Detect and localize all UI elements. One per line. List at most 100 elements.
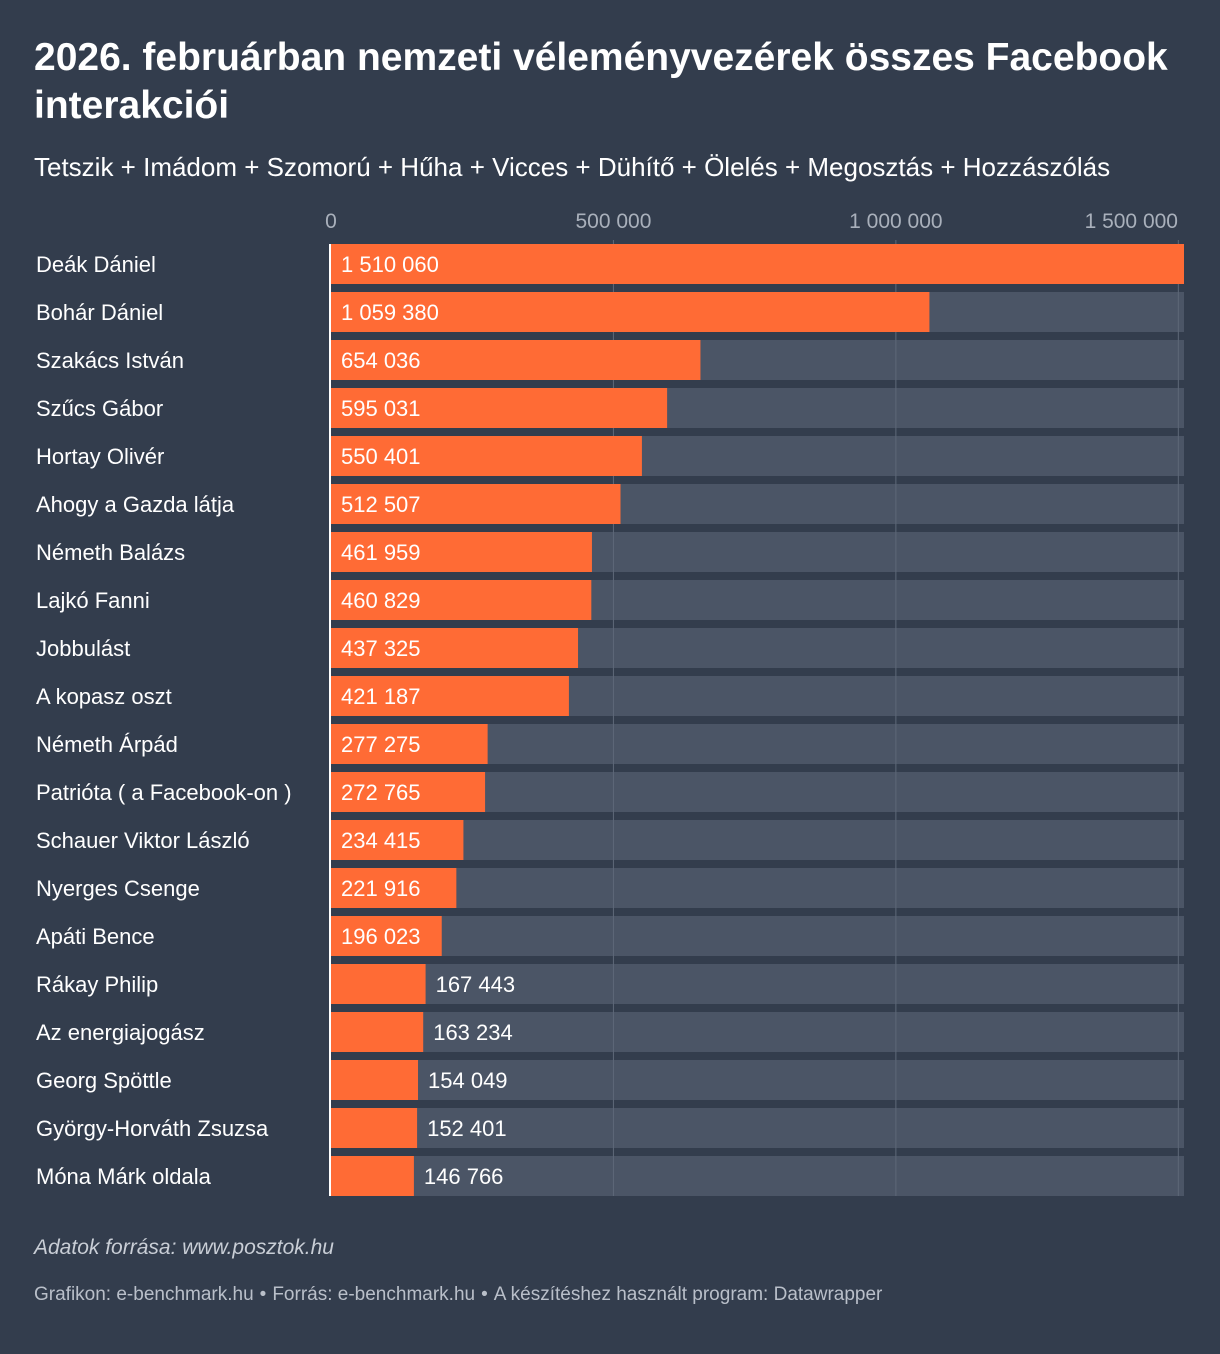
value-label: 460 829: [341, 588, 421, 613]
bar: [331, 436, 642, 476]
bar-row: Lajkó Fanni 460 829: [36, 580, 1184, 620]
bar-row: Hortay Olivér 550 401: [36, 436, 1184, 476]
category-label: Apáti Bence: [36, 924, 155, 949]
x-tick-label: 1 500 000: [1085, 210, 1178, 233]
bar-row: Jobbulást 437 325: [36, 628, 1184, 668]
footer-separator: •: [481, 1284, 488, 1305]
bar: [331, 820, 464, 860]
x-tick-label: 1 000 000: [849, 210, 942, 233]
bar-row: György-Horváth Zsuzsa 152 401: [36, 1108, 1184, 1148]
bar-track: [331, 1012, 1184, 1052]
bar: [331, 628, 579, 668]
footer-separator: •: [259, 1284, 267, 1305]
bar: [331, 532, 592, 572]
category-label: Szakács István: [36, 348, 184, 373]
category-label: György-Horváth Zsuzsa: [36, 1116, 269, 1141]
category-label: Nyerges Csenge: [36, 876, 200, 901]
bar-row: Apáti Bence 196 023: [36, 916, 1184, 956]
category-label: Rákay Philip: [36, 972, 158, 997]
x-tick-label: 0: [325, 210, 337, 233]
footer-credit: Grafikon: e-benchmark.hu: [34, 1284, 254, 1305]
bar: [331, 292, 930, 332]
category-label: Bohár Dániel: [36, 300, 163, 325]
category-label: Az energiajogász: [36, 1020, 205, 1045]
bar-track: [331, 1156, 1184, 1196]
value-label: 654 036: [341, 348, 421, 373]
value-label: 272 765: [341, 780, 421, 805]
chart-subtitle: Tetszik + Imádom + Szomorú + Hűha + Vicc…: [34, 152, 1111, 182]
category-label: Németh Balázs: [36, 540, 185, 565]
category-label: Szűcs Gábor: [36, 396, 163, 421]
bar-rows: Deák Dániel 1 510 060 Bohár Dániel 1 059 38…: [36, 244, 1184, 1196]
bar-track: [331, 1060, 1184, 1100]
footer-tool: A készítéshez használt program: Datawrap…: [493, 1284, 883, 1305]
category-label: Jobbulást: [36, 636, 130, 661]
bar: [331, 916, 442, 956]
value-label: 154 049: [428, 1068, 508, 1093]
category-label: Hortay Olivér: [36, 444, 164, 469]
bar-row: Deák Dániel 1 510 060: [36, 244, 1184, 284]
chart-title: 2026. februárban nemzeti véleményvezérek…: [34, 36, 1168, 127]
bar: [331, 340, 701, 380]
bar: [331, 1012, 424, 1052]
value-label: 421 187: [341, 684, 421, 709]
category-label: Georg Spöttle: [36, 1068, 172, 1093]
footer-source: Forrás: e-benchmark.hu: [272, 1284, 476, 1305]
footer-credits: Grafikon: e-benchmark.hu • Forrás: e-bench…: [34, 1284, 882, 1306]
value-label: 163 234: [433, 1020, 513, 1045]
bar: [331, 868, 457, 908]
category-label: Lajkó Fanni: [36, 588, 150, 613]
bar-chart: 0 500 000 1 000 000 1 500 000 Deák Dániel 1 …: [36, 210, 1184, 1196]
bar-row: A kopasz oszt 421 187: [36, 676, 1184, 716]
category-label: Németh Árpád: [36, 732, 178, 757]
x-axis-ticks: 0 500 000 1 000 000 1 500 000: [325, 210, 1178, 233]
value-label: 196 023: [341, 924, 421, 949]
bar-row: Szűcs Gábor 595 031: [36, 388, 1184, 428]
bar: [331, 388, 668, 428]
bar: [331, 580, 592, 620]
bar-row: Németh Balázs 461 959: [36, 532, 1184, 572]
value-label: 277 275: [341, 732, 421, 757]
bar: [331, 724, 488, 764]
category-label: Patrióta ( a Facebook-on ): [36, 780, 292, 805]
category-label: Schauer Viktor László: [36, 828, 250, 853]
data-source-note: Adatok forrása: www.posztok.hu: [34, 1236, 334, 1259]
bar: [331, 244, 1184, 284]
category-label: Deák Dániel: [36, 252, 156, 277]
bar-track: [331, 916, 1184, 956]
bar-row: Bohár Dániel 1 059 380: [36, 292, 1184, 332]
bar: [331, 772, 486, 812]
bar-row: Nyerges Csenge 221 916: [36, 868, 1184, 908]
x-tick-label: 500 000: [575, 210, 651, 233]
value-label: 1 510 060: [341, 252, 439, 277]
bar-row: Rákay Philip 167 443: [36, 964, 1184, 1004]
category-label: Móna Márk oldala: [36, 1164, 212, 1189]
value-label: 167 443: [436, 972, 516, 997]
bar-row: Patrióta ( a Facebook-on ) 272 765: [36, 772, 1184, 812]
value-label: 512 507: [341, 492, 421, 517]
bar: [331, 484, 621, 524]
bar-row: Szakács István 654 036: [36, 340, 1184, 380]
bar-row: Schauer Viktor László 234 415: [36, 820, 1184, 860]
value-label: 221 916: [341, 876, 421, 901]
bar-row: Németh Árpád 277 275: [36, 724, 1184, 764]
bar-row: Az energiajogász 163 234: [36, 1012, 1184, 1052]
value-label: 234 415: [341, 828, 421, 853]
value-label: 595 031: [341, 396, 421, 421]
bar: [331, 1156, 414, 1196]
category-label: Ahogy a Gazda látja: [36, 492, 235, 517]
bar-track: [331, 964, 1184, 1004]
value-label: 461 959: [341, 540, 421, 565]
value-label: 550 401: [341, 444, 421, 469]
bar-row: Móna Márk oldala 146 766: [36, 1156, 1184, 1196]
bar-row: Georg Spöttle 154 049: [36, 1060, 1184, 1100]
category-label: A kopasz oszt: [36, 684, 172, 709]
value-label: 146 766: [424, 1164, 504, 1189]
value-label: 437 325: [341, 636, 421, 661]
bar-track: [331, 820, 1184, 860]
bar-row: Ahogy a Gazda látja 512 507: [36, 484, 1184, 524]
bar: [331, 676, 569, 716]
bar-track: [331, 1108, 1184, 1148]
bar-track: [331, 868, 1184, 908]
bar: [331, 1060, 419, 1100]
